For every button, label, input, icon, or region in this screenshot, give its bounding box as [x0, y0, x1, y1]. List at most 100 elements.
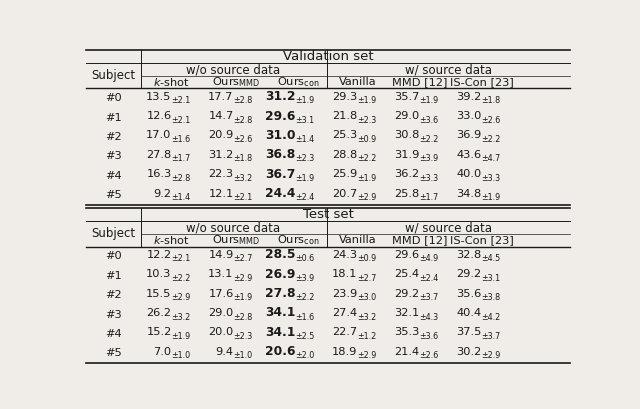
Text: ±4.3: ±4.3	[419, 312, 438, 321]
Text: 29.2: 29.2	[456, 269, 481, 279]
Text: 32.1: 32.1	[394, 308, 419, 318]
Text: 36.2: 36.2	[394, 169, 419, 179]
Text: 7.0: 7.0	[154, 347, 172, 357]
Text: 17.6: 17.6	[208, 288, 234, 299]
Text: 32.8: 32.8	[456, 249, 481, 260]
Text: #3: #3	[105, 310, 122, 319]
Text: 23.9: 23.9	[332, 288, 358, 299]
Text: 27.8: 27.8	[147, 150, 172, 160]
Text: Validation set: Validation set	[283, 50, 373, 63]
Text: ±1.7: ±1.7	[419, 193, 439, 202]
Text: ±2.9: ±2.9	[481, 351, 501, 360]
Text: ±2.2: ±2.2	[172, 274, 191, 283]
Text: Ours$_{\mathrm{MMD}}$: Ours$_{\mathrm{MMD}}$	[212, 75, 260, 89]
Text: ±1.9: ±1.9	[419, 96, 439, 105]
Text: ±4.7: ±4.7	[481, 155, 500, 164]
Text: ±1.0: ±1.0	[172, 351, 191, 360]
Text: 31.0: 31.0	[265, 129, 296, 142]
Text: ±2.1: ±2.1	[172, 116, 191, 125]
Text: 24.3: 24.3	[332, 249, 358, 260]
Text: ±2.2: ±2.2	[419, 135, 439, 144]
Text: 24.4: 24.4	[265, 187, 296, 200]
Text: Vanilla: Vanilla	[339, 235, 376, 245]
Text: MMD [12]: MMD [12]	[392, 235, 447, 245]
Text: 39.2: 39.2	[456, 92, 481, 101]
Text: ±2.6: ±2.6	[419, 351, 439, 360]
Text: 20.7: 20.7	[332, 189, 358, 199]
Text: ±2.1: ±2.1	[234, 193, 253, 202]
Text: ±2.9: ±2.9	[358, 351, 377, 360]
Text: ±1.9: ±1.9	[296, 96, 315, 105]
Text: #3: #3	[105, 151, 122, 162]
Text: 40.4: 40.4	[456, 308, 481, 318]
Text: ±0.9: ±0.9	[358, 254, 377, 263]
Text: 30.2: 30.2	[456, 347, 481, 357]
Text: 31.2: 31.2	[265, 90, 296, 103]
Text: Subject: Subject	[91, 227, 135, 240]
Text: 20.6: 20.6	[265, 345, 296, 358]
Text: ±4.2: ±4.2	[481, 312, 500, 321]
Text: #1: #1	[105, 112, 122, 123]
Text: ±2.9: ±2.9	[358, 193, 377, 202]
Text: ±1.6: ±1.6	[296, 312, 315, 321]
Text: 29.6: 29.6	[265, 110, 296, 123]
Text: 25.8: 25.8	[394, 189, 419, 199]
Text: ±2.2: ±2.2	[358, 155, 377, 164]
Text: 14.9: 14.9	[208, 249, 234, 260]
Text: ±2.9: ±2.9	[172, 293, 191, 302]
Text: 21.4: 21.4	[394, 347, 419, 357]
Text: ±1.6: ±1.6	[172, 135, 191, 144]
Text: 29.3: 29.3	[332, 92, 358, 101]
Text: ±3.6: ±3.6	[419, 116, 438, 125]
Text: 28.5: 28.5	[265, 248, 296, 261]
Text: 36.9: 36.9	[456, 130, 481, 140]
Text: Test set: Test set	[303, 208, 353, 221]
Text: #4: #4	[105, 171, 122, 181]
Text: ±2.0: ±2.0	[296, 351, 315, 360]
Text: ±2.4: ±2.4	[419, 274, 439, 283]
Text: ±2.2: ±2.2	[296, 293, 315, 302]
Text: 25.3: 25.3	[332, 130, 358, 140]
Text: 13.1: 13.1	[208, 269, 234, 279]
Text: 35.3: 35.3	[394, 327, 419, 337]
Text: ±3.9: ±3.9	[296, 274, 315, 283]
Text: ±1.9: ±1.9	[234, 293, 253, 302]
Text: ±2.3: ±2.3	[358, 116, 377, 125]
Text: ±1.8: ±1.8	[234, 155, 253, 164]
Text: 29.2: 29.2	[394, 288, 419, 299]
Text: ±3.6: ±3.6	[419, 332, 438, 341]
Text: 12.2: 12.2	[147, 249, 172, 260]
Text: 28.8: 28.8	[332, 150, 358, 160]
Text: ±1.8: ±1.8	[481, 96, 500, 105]
Text: ±2.4: ±2.4	[296, 193, 315, 202]
Text: 26.9: 26.9	[265, 267, 296, 281]
Text: ±1.9: ±1.9	[358, 174, 377, 183]
Text: 36.7: 36.7	[265, 168, 296, 181]
Text: ±1.4: ±1.4	[296, 135, 315, 144]
Text: ±2.3: ±2.3	[296, 155, 315, 164]
Text: 31.2: 31.2	[208, 150, 234, 160]
Text: 9.4: 9.4	[216, 347, 234, 357]
Text: 31.9: 31.9	[394, 150, 419, 160]
Text: 29.0: 29.0	[394, 111, 419, 121]
Text: 20.9: 20.9	[208, 130, 234, 140]
Text: 21.8: 21.8	[332, 111, 358, 121]
Text: 27.4: 27.4	[332, 308, 358, 318]
Text: ±1.9: ±1.9	[358, 96, 377, 105]
Text: ±2.7: ±2.7	[358, 274, 377, 283]
Text: w/ source data: w/ source data	[404, 221, 492, 234]
Text: ±2.7: ±2.7	[234, 254, 253, 263]
Text: ±3.7: ±3.7	[481, 332, 500, 341]
Text: ±2.8: ±2.8	[234, 116, 253, 125]
Text: 34.1: 34.1	[265, 306, 296, 319]
Text: ±3.3: ±3.3	[419, 174, 438, 183]
Text: 15.5: 15.5	[146, 288, 172, 299]
Text: ±2.8: ±2.8	[234, 96, 253, 105]
Text: ±4.5: ±4.5	[481, 254, 500, 263]
Text: ±0.6: ±0.6	[296, 254, 315, 263]
Text: ±1.2: ±1.2	[358, 332, 377, 341]
Text: #2: #2	[105, 290, 122, 300]
Text: 29.6: 29.6	[394, 249, 419, 260]
Text: #0: #0	[105, 93, 122, 103]
Text: Ours$_{\mathrm{con}}$: Ours$_{\mathrm{con}}$	[276, 75, 319, 89]
